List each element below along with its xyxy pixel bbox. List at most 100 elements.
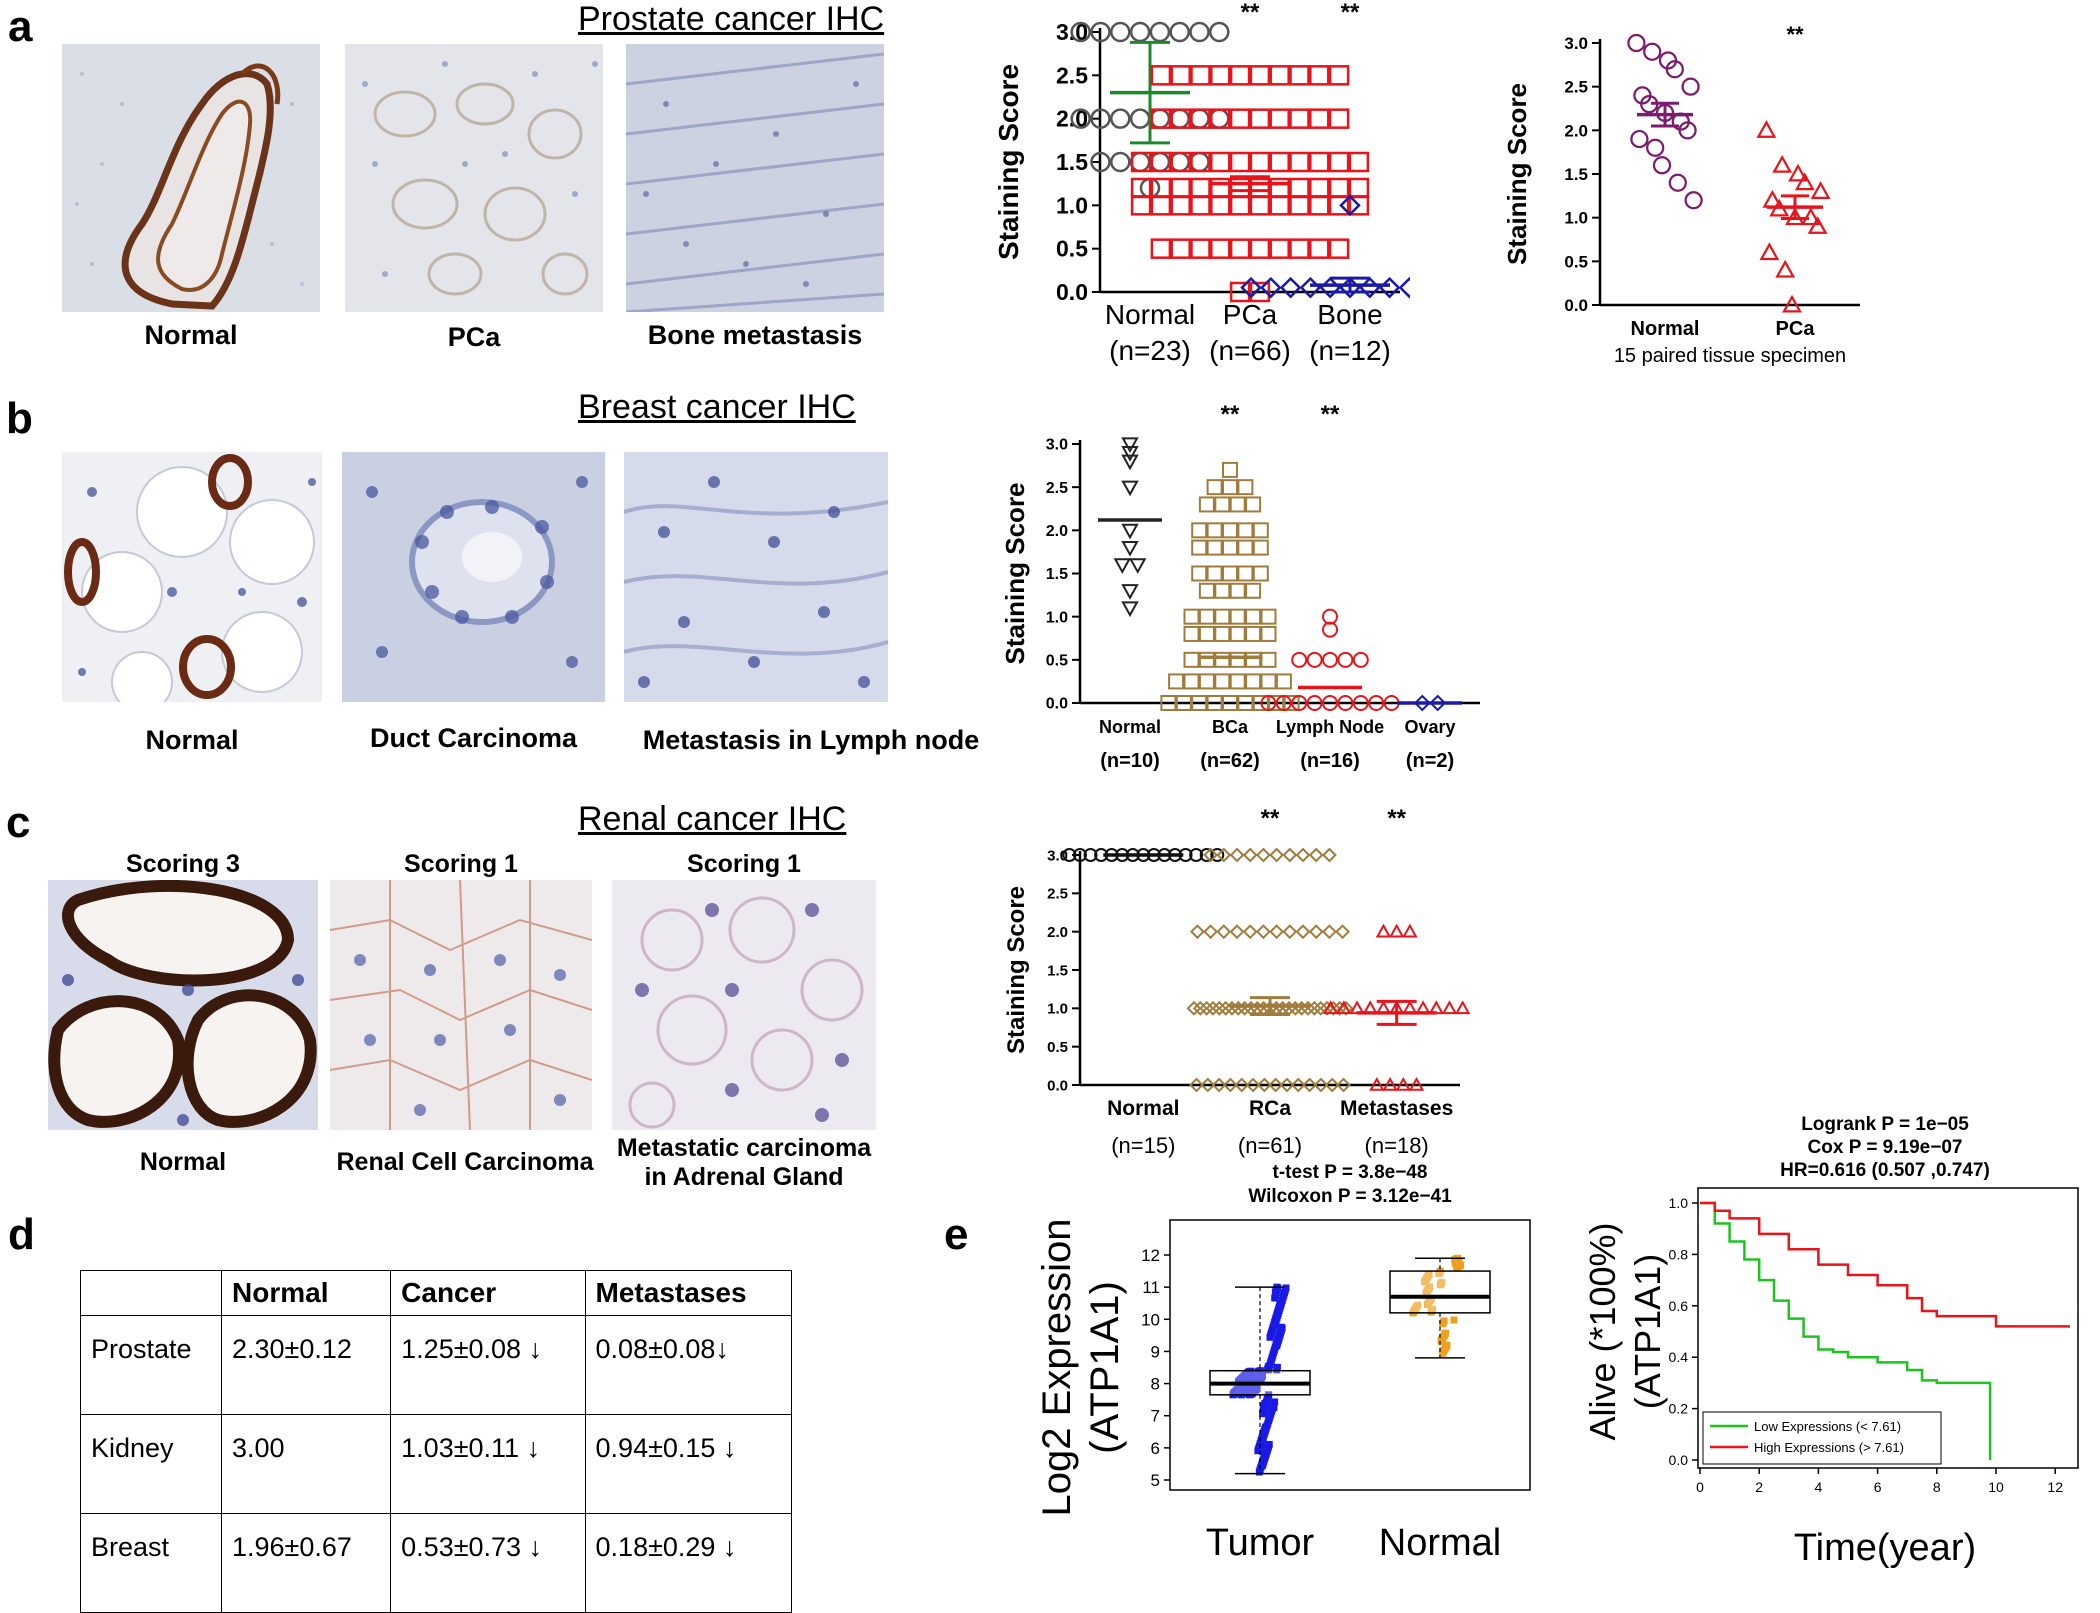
x-tick-label: Normal — [1105, 299, 1195, 330]
series-pca — [1130, 65, 1370, 303]
data-point — [1110, 151, 1131, 173]
data-point — [1121, 523, 1139, 540]
data-point — [1800, 207, 1821, 226]
data-point — [1269, 238, 1290, 259]
data-point — [1229, 195, 1251, 216]
table-header: Cancer — [390, 1270, 586, 1316]
score-renal-rcc: Scoring 1 — [404, 850, 518, 878]
data-point — [1070, 21, 1091, 43]
table-header: Normal — [220, 1270, 392, 1316]
data-point — [1684, 191, 1703, 210]
data-point — [1198, 673, 1215, 690]
table-cell: 1.03±0.11 ↓ — [390, 1414, 586, 1514]
panel-c-title: Renal cancer IHC — [578, 800, 847, 838]
y-tick-label: 2.5 — [1564, 78, 1588, 97]
y-tick-label: 12 — [1141, 1246, 1160, 1265]
data-point — [1233, 1386, 1241, 1394]
data-point — [1222, 479, 1238, 496]
data-point — [1190, 177, 1211, 199]
data-point — [1245, 625, 1262, 642]
data-point — [1110, 108, 1131, 129]
panel-label-a: a — [8, 2, 33, 51]
data-point — [1368, 695, 1385, 711]
data-point — [1191, 522, 1208, 539]
data-point — [1129, 558, 1147, 574]
data-point — [1245, 651, 1262, 668]
y-tick-label: 2.0 — [1047, 924, 1068, 941]
data-point — [1229, 281, 1251, 303]
data-point — [1206, 565, 1223, 582]
data-point — [1283, 695, 1300, 711]
data-point — [1309, 238, 1330, 259]
y-tick-label: 3.0 — [1046, 437, 1068, 454]
data-point — [1210, 108, 1231, 129]
table-cell: 2.30±0.12 — [220, 1315, 392, 1415]
data-point — [1121, 454, 1139, 471]
series-pca — [1756, 120, 1831, 313]
data-point — [1643, 42, 1662, 61]
data-point — [1681, 77, 1700, 96]
score-renal-met: Scoring 1 — [687, 850, 801, 878]
data-point — [1214, 651, 1231, 668]
y-tick-label: 1.5 — [1046, 566, 1068, 583]
data-point — [1322, 621, 1338, 638]
data-point — [1807, 216, 1828, 234]
data-point — [1321, 924, 1337, 940]
significance-mark: ** — [1387, 805, 1406, 832]
data-point — [1269, 177, 1290, 199]
x-axis-label: Time(year) — [1794, 1527, 1976, 1569]
y-axis-label-line2: (ATP1A1) — [1627, 1254, 1668, 1409]
data-point — [1189, 848, 1204, 862]
data-point — [1189, 108, 1210, 129]
data-point — [1210, 151, 1231, 173]
data-point — [1252, 539, 1269, 556]
data-point — [1189, 21, 1210, 43]
significance-mark: ** — [1786, 22, 1804, 47]
y-tick-label: 0.0 — [1046, 696, 1068, 713]
stats-hr: HR=0.616 (0.507 ,0.747) — [1780, 1160, 1990, 1181]
x-tick-label: PCa — [1776, 318, 1816, 340]
data-point — [1234, 1077, 1250, 1093]
data-point — [1302, 1077, 1318, 1093]
y-tick-label: 1.0 — [1564, 209, 1588, 228]
data-point — [1348, 177, 1370, 199]
data-point — [1414, 1301, 1422, 1309]
data-point — [1652, 156, 1672, 175]
data-point — [1306, 651, 1323, 668]
x-tick-label: Metastases — [1340, 1097, 1453, 1120]
chart-b1-staining-score: 0.0 0.5 1.0 1.5 2.0 2.5 3.0 Staining Score Norma… — [1000, 401, 1480, 772]
data-point — [1454, 1000, 1470, 1015]
data-point — [1168, 673, 1185, 690]
data-point — [1261, 1399, 1269, 1407]
data-point — [1252, 565, 1269, 582]
chart-c1-staining-score: 0.0 0.5 1.0 1.5 2.0 2.5 3.0 Staining Score Norma… — [1003, 805, 1470, 1158]
data-point — [1289, 177, 1310, 199]
data-point — [1275, 695, 1292, 711]
data-point — [1336, 1000, 1352, 1015]
data-point — [1062, 848, 1077, 862]
data-point — [1291, 651, 1308, 668]
data-point — [1229, 924, 1245, 940]
data-point — [1395, 1076, 1411, 1091]
data-point — [1375, 923, 1392, 938]
data-point — [1210, 195, 1231, 216]
data-point — [1324, 1077, 1340, 1093]
data-point — [1249, 108, 1271, 129]
data-point — [1190, 238, 1211, 259]
data-point — [1229, 651, 1246, 668]
data-point — [1269, 847, 1285, 863]
data-point — [1332, 1000, 1348, 1016]
box — [1389, 1270, 1491, 1314]
data-point — [1309, 177, 1330, 199]
data-point — [1192, 1000, 1208, 1016]
table-row: Prostate 2.30±0.12 1.25±0.08 ↓ 0.08±0.08… — [80, 1315, 793, 1415]
panel-label-b: b — [6, 394, 33, 443]
y-tick-label: 1.5 — [1564, 165, 1588, 184]
table-cell: 0.18±0.29 ↓ — [584, 1513, 793, 1613]
ihc-image-prostate-pca — [345, 44, 603, 312]
data-point — [1260, 673, 1277, 690]
x-tick-label: BCa — [1212, 717, 1249, 737]
data-point — [1273, 1363, 1281, 1371]
data-point — [1328, 151, 1350, 173]
